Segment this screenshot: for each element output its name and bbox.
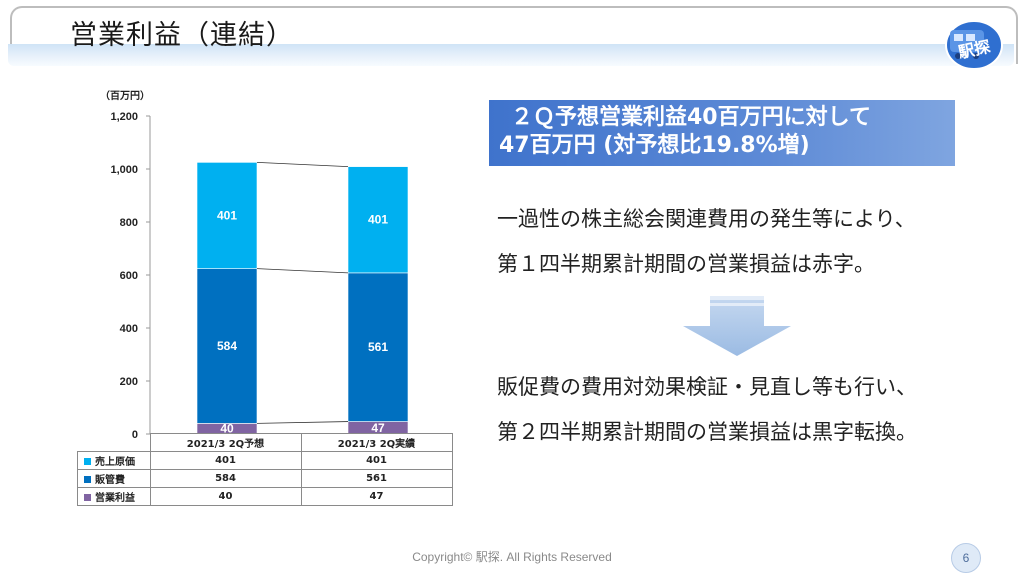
y-tick-label: 400	[120, 323, 138, 335]
explanation-line-2: 第１四半期累計期間の営業損益は赤字。	[497, 252, 875, 276]
table-header-row: 2021/3 2Q予想 2021/3 2Q実績	[77, 433, 453, 452]
legend-swatch	[84, 494, 91, 501]
bar-segment	[196, 268, 258, 424]
table-corner	[77, 433, 151, 452]
series-connector-line	[256, 421, 349, 424]
table-row-header: 販管費	[77, 469, 151, 488]
bar-segment	[347, 166, 409, 274]
y-axis-unit-label: （百万円）	[100, 89, 150, 102]
table-row: 売上原価 401 401	[77, 451, 453, 470]
explanation-line-1: 一過性の株主総会関連費用の発生等により、	[497, 207, 916, 231]
logo-icon	[945, 20, 1003, 70]
legend-label: 売上原価	[95, 457, 135, 468]
legend-swatch	[84, 458, 91, 465]
table-column-header: 2021/3 2Q予想	[149, 433, 302, 452]
table-cell: 401	[149, 451, 302, 470]
down-arrow-icon	[683, 296, 791, 356]
table-cell: 40	[149, 487, 302, 506]
data-label: 584	[217, 339, 237, 353]
title-band	[8, 44, 1014, 66]
legend-label: 販管費	[95, 475, 125, 486]
data-label: 40	[220, 422, 234, 436]
table-row-header: 売上原価	[77, 451, 151, 470]
data-label: 401	[217, 209, 237, 223]
data-label: 561	[368, 340, 388, 354]
copyright-text: Copyright© 駅探. All Rights Reserved	[412, 550, 612, 564]
page-number: 6	[951, 543, 981, 573]
explanation-line-4: 第２四半期累計期間の営業損益は黒字転換。	[497, 420, 917, 444]
table-cell: 584	[149, 469, 302, 488]
legend-swatch	[84, 476, 91, 483]
bar-segment	[347, 272, 409, 422]
y-tick-label: 1,200	[110, 111, 138, 123]
table-column-header: 2021/3 2Q実績	[300, 433, 453, 452]
legend-label: 営業利益	[95, 493, 135, 504]
data-label: 47	[371, 421, 385, 435]
table-row-header: 営業利益	[77, 487, 151, 506]
bar-segment	[196, 162, 258, 269]
y-tick-label: 1,000	[110, 164, 138, 176]
table-row: 販管費 584 561	[77, 469, 453, 488]
explanation-line-3: 販促費の費用対効果検証・見直し等も行い、	[497, 375, 917, 399]
table-cell: 561	[300, 469, 453, 488]
headline-box: ２Ｑ予想営業利益40百万円に対して 47百万円 (対予想比19.8%増)	[489, 100, 955, 166]
series-connector-line	[256, 268, 349, 274]
series-connector-line	[256, 161, 349, 168]
data-label: 401	[368, 213, 388, 227]
table-cell: 47	[300, 487, 453, 506]
y-tick-label: 600	[120, 270, 138, 282]
table-row: 営業利益 40 47	[77, 487, 453, 506]
stacked-bar-chart: （百万円）02004006008001,0001,200405844014756…	[100, 89, 409, 440]
y-tick-label: 200	[120, 376, 138, 388]
y-tick-label: 800	[120, 217, 138, 229]
headline-line-2: 47百万円 (対予想比19.8%増)	[499, 133, 810, 158]
chart-data-table: 2021/3 2Q予想 2021/3 2Q実績 売上原価 401 401 販管費…	[77, 433, 453, 506]
headline-line-1: ２Ｑ予想営業利益40百万円に対して	[511, 105, 871, 130]
table-cell: 401	[300, 451, 453, 470]
page-title: 営業利益（連結）	[70, 20, 294, 51]
